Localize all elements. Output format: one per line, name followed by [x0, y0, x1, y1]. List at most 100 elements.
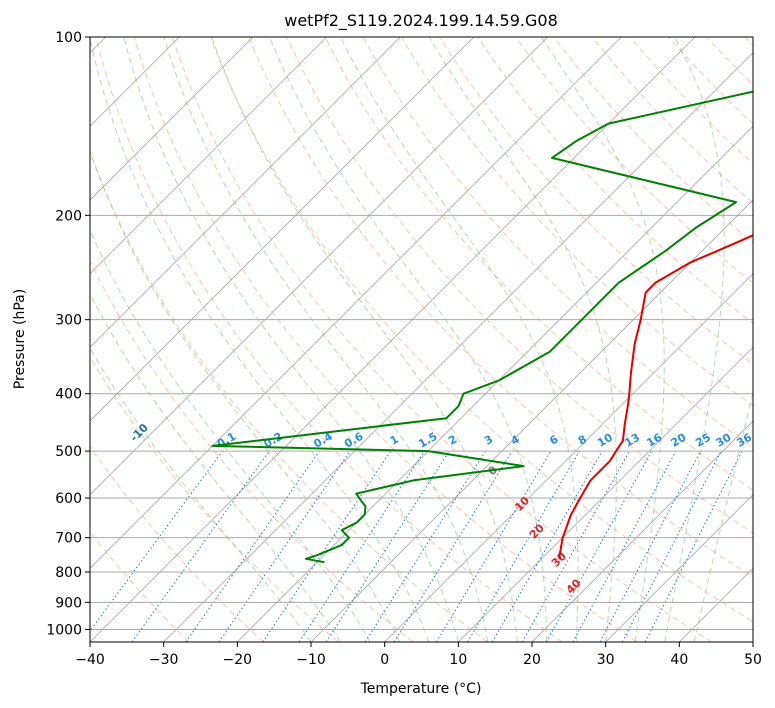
- isotherm-line: [90, 37, 622, 569]
- moist-adiabat-line: [693, 390, 753, 642]
- mixing-ratio-line: [467, 450, 580, 642]
- x-tick-label: −20: [223, 652, 253, 668]
- x-tick-label: 40: [670, 652, 688, 668]
- isotherm-line: [531, 420, 753, 642]
- mixing-ratio-line: [572, 450, 677, 642]
- dry-adiabat-line: [515, 37, 753, 284]
- mixing-ratio-line: [545, 450, 653, 642]
- mixing-ratio-label: 2: [446, 433, 459, 448]
- mixing-ratio-line: [298, 450, 425, 642]
- dry-adiabat-line: [706, 37, 753, 86]
- isotherm-line: [679, 567, 753, 642]
- dry-adiabat-line: [668, 37, 753, 125]
- mixing-ratio-label: 0.1: [215, 430, 238, 451]
- x-tick-label: 50: [744, 652, 762, 668]
- mixing-ratio-line: [218, 450, 351, 642]
- mixing-ratio-line: [364, 450, 486, 642]
- dry-adiabat-line: [90, 531, 190, 642]
- isotherm-line: [90, 37, 475, 422]
- moist-adiabat-line: [90, 37, 430, 642]
- mixing-ratio-line: [491, 450, 603, 642]
- mixing-ratio-label: 13: [622, 431, 642, 450]
- isotherm-line: [90, 37, 548, 496]
- chart-title: wetPf2_S119.2024.199.14.59.G08: [284, 11, 558, 31]
- dry-adiabat-line: [400, 37, 753, 407]
- y-tick-label: 700: [55, 531, 82, 547]
- dry-adiabat-label: -10: [128, 421, 151, 444]
- y-tick-label: 600: [55, 491, 82, 507]
- x-tick-label: 30: [597, 652, 615, 668]
- x-tick-label: 10: [449, 652, 467, 668]
- dry-adiabat-line: [324, 37, 753, 491]
- mixing-ratio-line: [325, 450, 450, 642]
- x-tick-label: 0: [380, 652, 389, 668]
- x-tick-label: 20: [523, 652, 541, 668]
- isotherm-line: [90, 37, 401, 348]
- x-tick-label: −40: [75, 652, 105, 668]
- y-tick-label: 900: [55, 595, 82, 611]
- x-axis-label: Temperature (°C): [360, 681, 482, 697]
- isotherm-line: [605, 494, 753, 642]
- y-tick-label: 500: [55, 444, 82, 460]
- y-tick-label: 400: [55, 387, 82, 403]
- y-tick-label: 800: [55, 565, 82, 581]
- moist-adiabat-line: [123, 37, 459, 642]
- mixing-ratio-line: [131, 450, 270, 642]
- line-labels: -100-90-80-70-60-50-40-30-20-10010203040…: [128, 421, 753, 597]
- isotherm-line: [237, 125, 753, 642]
- dry-adiabat-line: [438, 37, 753, 365]
- moist-adiabat-line: [340, 37, 579, 642]
- dry-adiabat-line: [629, 37, 753, 165]
- y-tick-label: 200: [55, 208, 82, 224]
- dry-adiabat-line: [744, 37, 753, 47]
- isobar-gridlines: [90, 37, 753, 630]
- isotherm-line: [310, 199, 753, 642]
- y-tick-label: 1000: [46, 622, 82, 638]
- moist-adiabat-label: 20: [527, 521, 547, 541]
- isotherm-line: [163, 52, 753, 642]
- mixing-ratio-label: 25: [693, 431, 713, 450]
- dry-adiabat-line: [477, 37, 753, 325]
- moist-adiabat-line: [211, 37, 518, 642]
- mixing-ratio-label: 10: [595, 431, 615, 450]
- moist-adiabat-line: [90, 229, 371, 642]
- dry-adiabat-line: [171, 37, 712, 642]
- y-tick-label: 300: [55, 313, 82, 329]
- dry-adiabat-line: [90, 259, 414, 642]
- mixing-ratio-line: [435, 450, 552, 642]
- isotherm-line: [752, 641, 753, 642]
- mixing-ratio-line: [262, 450, 392, 642]
- mixing-ratio-line: [393, 450, 513, 642]
- mixing-ratio-label: 30: [714, 431, 734, 450]
- moist-adiabat-line: [90, 347, 312, 642]
- dry-adiabat-line: [90, 355, 339, 642]
- mixing-ratio-line: [599, 450, 701, 642]
- x-tick-label: −10: [296, 652, 326, 668]
- dry-adiabat-line: [362, 37, 753, 449]
- isotherm-line: [384, 273, 753, 642]
- mixing-ratio-line: [185, 450, 320, 642]
- dry-adiabat-line: [591, 37, 753, 204]
- mixing-ratio-line: [90, 450, 223, 632]
- y-axis-label: Pressure (hPa): [12, 289, 28, 389]
- x-tick-label: −30: [149, 652, 179, 668]
- mixing-ratio-label: 3: [482, 433, 495, 448]
- isotherm-line: [90, 37, 254, 201]
- background-lines: [90, 37, 753, 642]
- mixing-ratio-label: 8: [576, 433, 589, 448]
- mixing-ratio-label: 6: [547, 433, 560, 448]
- moist-adiabat-line: [664, 37, 725, 642]
- temperature-profile-line: [558, 234, 753, 559]
- mixing-ratio-label: 1: [388, 433, 401, 448]
- moist-adiabat-line: [90, 149, 400, 642]
- dry-adiabat-line: [248, 37, 753, 578]
- moist-adiabat-line: [90, 293, 341, 642]
- moist-adiabat-line: [163, 37, 489, 642]
- moist-adiabat-line: [269, 37, 548, 642]
- dry-adiabat-line: [210, 37, 753, 623]
- dry-adiabat-line: [95, 37, 563, 642]
- y-axis-ticks: 100 200 300 400 500 600 700 800 900 1000: [46, 30, 90, 638]
- isotherm-line: [458, 346, 753, 642]
- mixing-ratio-label: 20: [669, 431, 689, 450]
